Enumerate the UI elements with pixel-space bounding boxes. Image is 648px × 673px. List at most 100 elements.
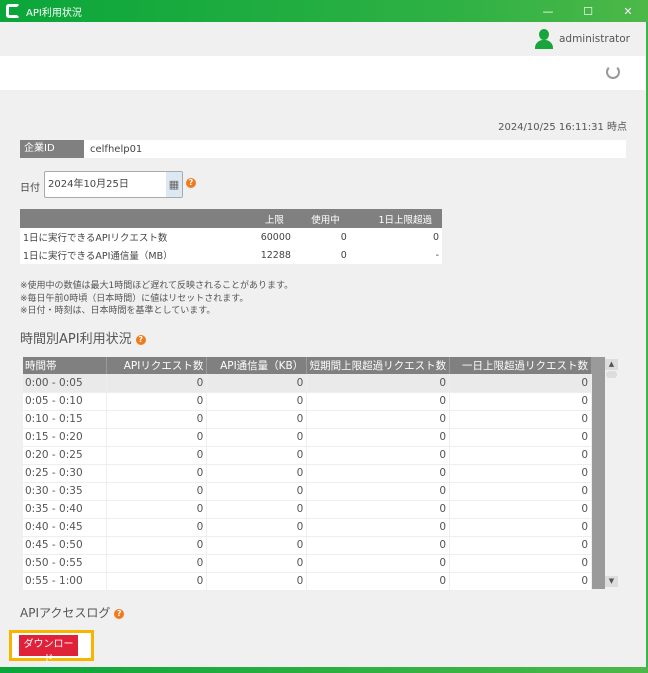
timestamp: 2024/10/25 16:11:31 時点 bbox=[498, 122, 627, 133]
note: ※毎日午前0時頃（日本時間）に値はリセットされます。 bbox=[20, 293, 249, 304]
summary-cell: 1日に実行できるAPI通信量（MB） bbox=[23, 251, 173, 262]
table-cell: 0 bbox=[449, 464, 592, 483]
download-button[interactable]: ダウンロード bbox=[19, 635, 78, 665]
toolbar bbox=[0, 56, 646, 90]
hourly-header[interactable]: APIリクエスト数 bbox=[106, 357, 208, 374]
table-cell: 0 bbox=[449, 536, 592, 555]
summary-header bbox=[20, 209, 246, 228]
note: ※日付・時刻は、日本時間を基準としています。 bbox=[20, 306, 216, 316]
table-cell: 0:30 - 0:35 bbox=[23, 482, 108, 501]
table-row[interactable]: 0:50 - 0:55 0 0 0 0 bbox=[23, 554, 592, 573]
help-icon[interactable]: ? bbox=[114, 608, 125, 619]
window-border bbox=[646, 22, 648, 673]
table-cell: 0 bbox=[106, 410, 208, 429]
table-row[interactable]: 0:35 - 0:40 0 0 0 0 bbox=[23, 500, 592, 519]
table-cell: 0 bbox=[206, 464, 308, 483]
table-cell: 0 bbox=[106, 536, 208, 555]
title-bar: API利用状況 — ☐ ✕ bbox=[0, 0, 648, 22]
table-cell: 0 bbox=[306, 518, 451, 537]
table-row[interactable]: 0:05 - 0:10 0 0 0 0 bbox=[23, 392, 592, 411]
table-cell: 0 bbox=[206, 518, 308, 537]
table-cell: 0 bbox=[306, 572, 451, 591]
table-cell: 0 bbox=[106, 554, 208, 573]
hourly-header[interactable]: API通信量（KB） bbox=[206, 357, 308, 374]
table-cell: 0 bbox=[206, 392, 308, 411]
maximize-button[interactable]: ☐ bbox=[583, 4, 593, 18]
table-cell: 0 bbox=[449, 572, 592, 591]
table-cell: 0 bbox=[306, 464, 451, 483]
note: ※使用中の数値は最大1時間ほど遅れて反映されることがあります。 bbox=[20, 281, 294, 291]
table-row[interactable]: 0:25 - 0:30 0 0 0 0 bbox=[23, 464, 592, 483]
table-cell: 0 bbox=[306, 554, 451, 573]
summary-cell: 0 bbox=[432, 231, 439, 243]
help-icon[interactable]: ? bbox=[135, 334, 146, 345]
table-cell: 0 bbox=[306, 482, 451, 501]
log-title-text: APIアクセスログ bbox=[20, 606, 111, 620]
log-section-title: APIアクセスログ ? bbox=[20, 604, 125, 621]
table-cell: 0 bbox=[206, 572, 308, 591]
hourly-section-title: 時間別API利用状況 ? bbox=[20, 328, 146, 347]
table-cell: 0:55 - 1:00 bbox=[23, 572, 108, 591]
hourly-title-text: 時間別API利用状況 bbox=[20, 332, 132, 347]
table-cell: 0 bbox=[449, 554, 592, 573]
table-cell: 0 bbox=[306, 374, 451, 393]
table-row[interactable]: 0:45 - 0:50 0 0 0 0 bbox=[23, 536, 592, 555]
table-row[interactable]: 0:30 - 0:35 0 0 0 0 bbox=[23, 482, 592, 501]
company-id-label: 企業ID bbox=[20, 140, 84, 158]
window-title: API利用状況 bbox=[26, 7, 82, 19]
hourly-table: 時間帯 APIリクエスト数 API通信量（KB） 短期間上限超過リクエスト数 一日上限超… bbox=[23, 357, 592, 591]
summary-table: 上限 使用中 1日上限超過 1日に実行できるAPIリクエスト数 60000 0 … bbox=[20, 209, 442, 264]
table-row[interactable]: 0:40 - 0:45 0 0 0 0 bbox=[23, 518, 592, 537]
scroll-down-icon[interactable]: ▼ bbox=[605, 576, 618, 587]
table-cell: 0 bbox=[449, 500, 592, 519]
scrollbar[interactable]: ▲ ▼ bbox=[605, 357, 618, 589]
table-cell: 0 bbox=[206, 374, 308, 393]
date-label: 日付 bbox=[20, 183, 40, 194]
user-bar: administrator bbox=[0, 22, 646, 56]
table-cell: 0:50 - 0:55 bbox=[23, 554, 108, 573]
summary-header: 1日上限超過 bbox=[349, 209, 442, 228]
close-button[interactable]: ✕ bbox=[623, 4, 633, 18]
hourly-table-container: 時間帯 APIリクエスト数 API通信量（KB） 短期間上限超過リクエスト数 一日上限超… bbox=[23, 357, 605, 591]
table-row[interactable]: 0:20 - 0:25 0 0 0 0 bbox=[23, 446, 592, 465]
table-cell: 0 bbox=[306, 392, 451, 411]
company-id-row: 企業ID celfhelp01 bbox=[20, 140, 626, 158]
table-row[interactable]: 0:15 - 0:20 0 0 0 0 bbox=[23, 428, 592, 447]
table-cell: 0 bbox=[106, 464, 208, 483]
hourly-header[interactable]: 時間帯 bbox=[23, 357, 108, 374]
scroll-thumb[interactable] bbox=[606, 371, 617, 378]
table-row[interactable]: 0:55 - 1:00 0 0 0 0 bbox=[23, 572, 592, 591]
help-icon[interactable]: ? bbox=[186, 178, 196, 188]
table-cell: 0:00 - 0:05 bbox=[23, 374, 108, 393]
table-cell: 0 bbox=[206, 536, 308, 555]
table-cell: 0 bbox=[306, 536, 451, 555]
date-input[interactable]: 2024年10月25日 ▦ bbox=[44, 171, 183, 198]
hourly-header[interactable]: 一日上限超過リクエスト数 bbox=[449, 357, 592, 374]
refresh-icon[interactable] bbox=[606, 65, 620, 79]
summary-cell: 1日に実行できるAPIリクエスト数 bbox=[23, 233, 168, 244]
summary-row: 1日に実行できるAPI通信量（MB） 12288 0 - bbox=[20, 246, 442, 264]
table-cell: 0 bbox=[106, 374, 208, 393]
table-cell: 0 bbox=[106, 428, 208, 447]
table-row[interactable]: 0:10 - 0:15 0 0 0 0 bbox=[23, 410, 592, 429]
hourly-header[interactable]: 短期間上限超過リクエスト数 bbox=[306, 357, 451, 374]
table-cell: 0 bbox=[206, 500, 308, 519]
table-cell: 0 bbox=[206, 428, 308, 447]
table-cell: 0:45 - 0:50 bbox=[23, 536, 108, 555]
table-cell: 0 bbox=[306, 500, 451, 519]
minimize-button[interactable]: — bbox=[542, 4, 554, 18]
scroll-up-icon[interactable]: ▲ bbox=[605, 359, 618, 370]
table-cell: 0 bbox=[306, 410, 451, 429]
calendar-icon[interactable]: ▦ bbox=[166, 172, 182, 197]
table-cell: 0 bbox=[106, 500, 208, 519]
summary-cell: 0 bbox=[340, 231, 347, 243]
summary-cell: 12288 bbox=[260, 249, 291, 261]
table-row[interactable]: 0:00 - 0:05 0 0 0 0 bbox=[23, 374, 592, 393]
table-cell: 0 bbox=[449, 428, 592, 447]
table-cell: 0:35 - 0:40 bbox=[23, 500, 108, 519]
table-cell: 0:20 - 0:25 bbox=[23, 446, 108, 465]
table-cell: 0:10 - 0:15 bbox=[23, 410, 108, 429]
table-cell: 0:25 - 0:30 bbox=[23, 464, 108, 483]
table-cell: 0 bbox=[106, 392, 208, 411]
user-name[interactable]: administrator bbox=[558, 33, 630, 45]
